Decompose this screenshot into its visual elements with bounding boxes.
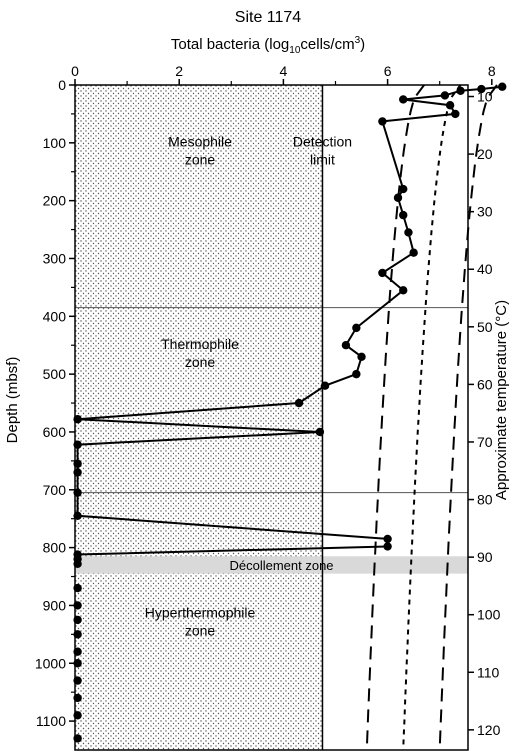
data-point-1 — [477, 84, 486, 94]
data-point-13 — [378, 268, 387, 278]
x-tick-label-4: 8 — [488, 63, 496, 79]
y-tick-label-5: 500 — [43, 366, 67, 382]
data-point-14 — [399, 286, 408, 295]
y-tick-label-9: 900 — [43, 597, 67, 613]
y2-tick-label-11: 120 — [477, 722, 501, 738]
zone-label-line1-2: Thermophile — [161, 336, 239, 352]
data-point-2 — [456, 86, 465, 95]
y-tick-label-2: 200 — [43, 193, 67, 209]
y-tick-label-7: 700 — [43, 482, 67, 498]
data-point-28 — [383, 534, 392, 544]
zone-label-2: Thermophile zone — [161, 336, 239, 370]
zone-label-line2-2: zone — [185, 354, 216, 370]
x-tick-label-0: 0 — [71, 63, 79, 79]
data-point-7 — [378, 117, 387, 126]
zone-labels: Mesophile zone Detection limit Thermophile zo… — [145, 133, 352, 638]
model-curve-0 — [365, 84, 425, 751]
x-axis-label-prefix: Total bacteria (log — [171, 36, 289, 53]
y-axis-ticks: 0 100 200 300 400 500 600 700 800 900 1000 1100 — [35, 77, 75, 729]
y2-tick-label-9: 100 — [477, 607, 501, 623]
data-point-8 — [399, 184, 408, 194]
data-point-19 — [320, 381, 330, 390]
x-axis-ticks: 0 2 4 6 8 — [71, 63, 496, 85]
y-tick-label-10: 1000 — [35, 655, 66, 671]
x-tick-label-2: 4 — [280, 63, 288, 79]
decollement-label: Décollement zone — [229, 558, 333, 573]
y-tick-label-1: 100 — [43, 135, 67, 151]
data-point-5 — [445, 101, 455, 110]
y-tick-label-0: 0 — [58, 77, 66, 93]
data-point-29 — [383, 542, 392, 551]
model-curve-1 — [402, 84, 462, 751]
model-curve-2 — [438, 84, 498, 751]
data-point-0 — [498, 82, 507, 91]
x-axis-label-mid: cells/cm — [300, 36, 354, 53]
data-point-3 — [440, 91, 450, 100]
data-point-16 — [341, 341, 351, 350]
y2-tick-label-4: 50 — [477, 319, 493, 335]
zone-label-line2-3: zone — [185, 623, 216, 639]
y2-tick-label-7: 80 — [477, 492, 493, 508]
chart-title: Site 1174 — [235, 9, 302, 26]
plot-frame — [74, 84, 469, 751]
y-tick-label-4: 400 — [43, 308, 67, 324]
data-point-11 — [404, 228, 413, 237]
y-tick-label-3: 300 — [43, 250, 67, 266]
y-tick-label-11: 1100 — [36, 713, 66, 729]
data-point-20 — [294, 398, 304, 408]
zone-label-line1-3: Hyperthermophile — [145, 605, 256, 621]
y2-tick-label-8: 90 — [477, 549, 493, 565]
y2-axis-label: Approximate temperature (°C) — [493, 300, 510, 500]
zone-label-line1-1: Detection — [293, 133, 352, 149]
x-axis-label-sub: 10 — [289, 45, 301, 56]
zone-label-3: Hyperthermophile zone — [145, 605, 256, 639]
y2-tick-label-10: 110 — [477, 664, 500, 680]
y2-tick-label-5: 60 — [477, 376, 493, 392]
x-tick-label-3: 6 — [384, 63, 392, 79]
x-axis-label-suffix: ) — [360, 36, 365, 53]
zone-boundaries — [75, 307, 468, 494]
below-detection-shading — [75, 85, 323, 750]
data-point-15 — [352, 323, 361, 333]
x-axis-label-sup: 3 — [355, 35, 361, 46]
data-point-4 — [399, 95, 408, 104]
y2-tick-label-1: 20 — [477, 146, 493, 162]
data-point-6 — [451, 109, 460, 119]
x-tick-label-1: 2 — [175, 63, 183, 79]
data-point-12 — [409, 248, 418, 257]
zone-label-line1-0: Mesophile — [168, 133, 232, 149]
zone-label-line2-1: limit — [310, 151, 335, 167]
data-point-22 — [315, 427, 325, 437]
zone-label-line2-0: zone — [185, 151, 216, 167]
y-tick-label-6: 600 — [43, 424, 67, 440]
y-axis-label: Depth (mbsf) — [4, 357, 21, 444]
y2-axis-ticks: 10 20 30 40 50 60 70 80 90 100 110 120 — [468, 89, 501, 738]
decollement-band — [75, 556, 468, 574]
y2-tick-label-2: 30 — [477, 204, 493, 220]
data-point-9 — [393, 193, 403, 202]
y-tick-label-8: 800 — [43, 540, 67, 556]
zone-label-0: Mesophile zone — [168, 133, 232, 167]
data-point-10 — [399, 210, 408, 220]
y2-tick-label-6: 70 — [477, 434, 493, 450]
data-point-17 — [357, 352, 366, 361]
x-axis-label: Total bacteria (log10cells/cm3) — [171, 35, 365, 56]
y2-tick-label-0: 10 — [477, 89, 493, 105]
zone-label-1: Detection limit — [293, 133, 352, 167]
data-point-18 — [352, 369, 361, 379]
model-curves — [365, 84, 498, 751]
y2-tick-label-3: 40 — [477, 261, 493, 277]
